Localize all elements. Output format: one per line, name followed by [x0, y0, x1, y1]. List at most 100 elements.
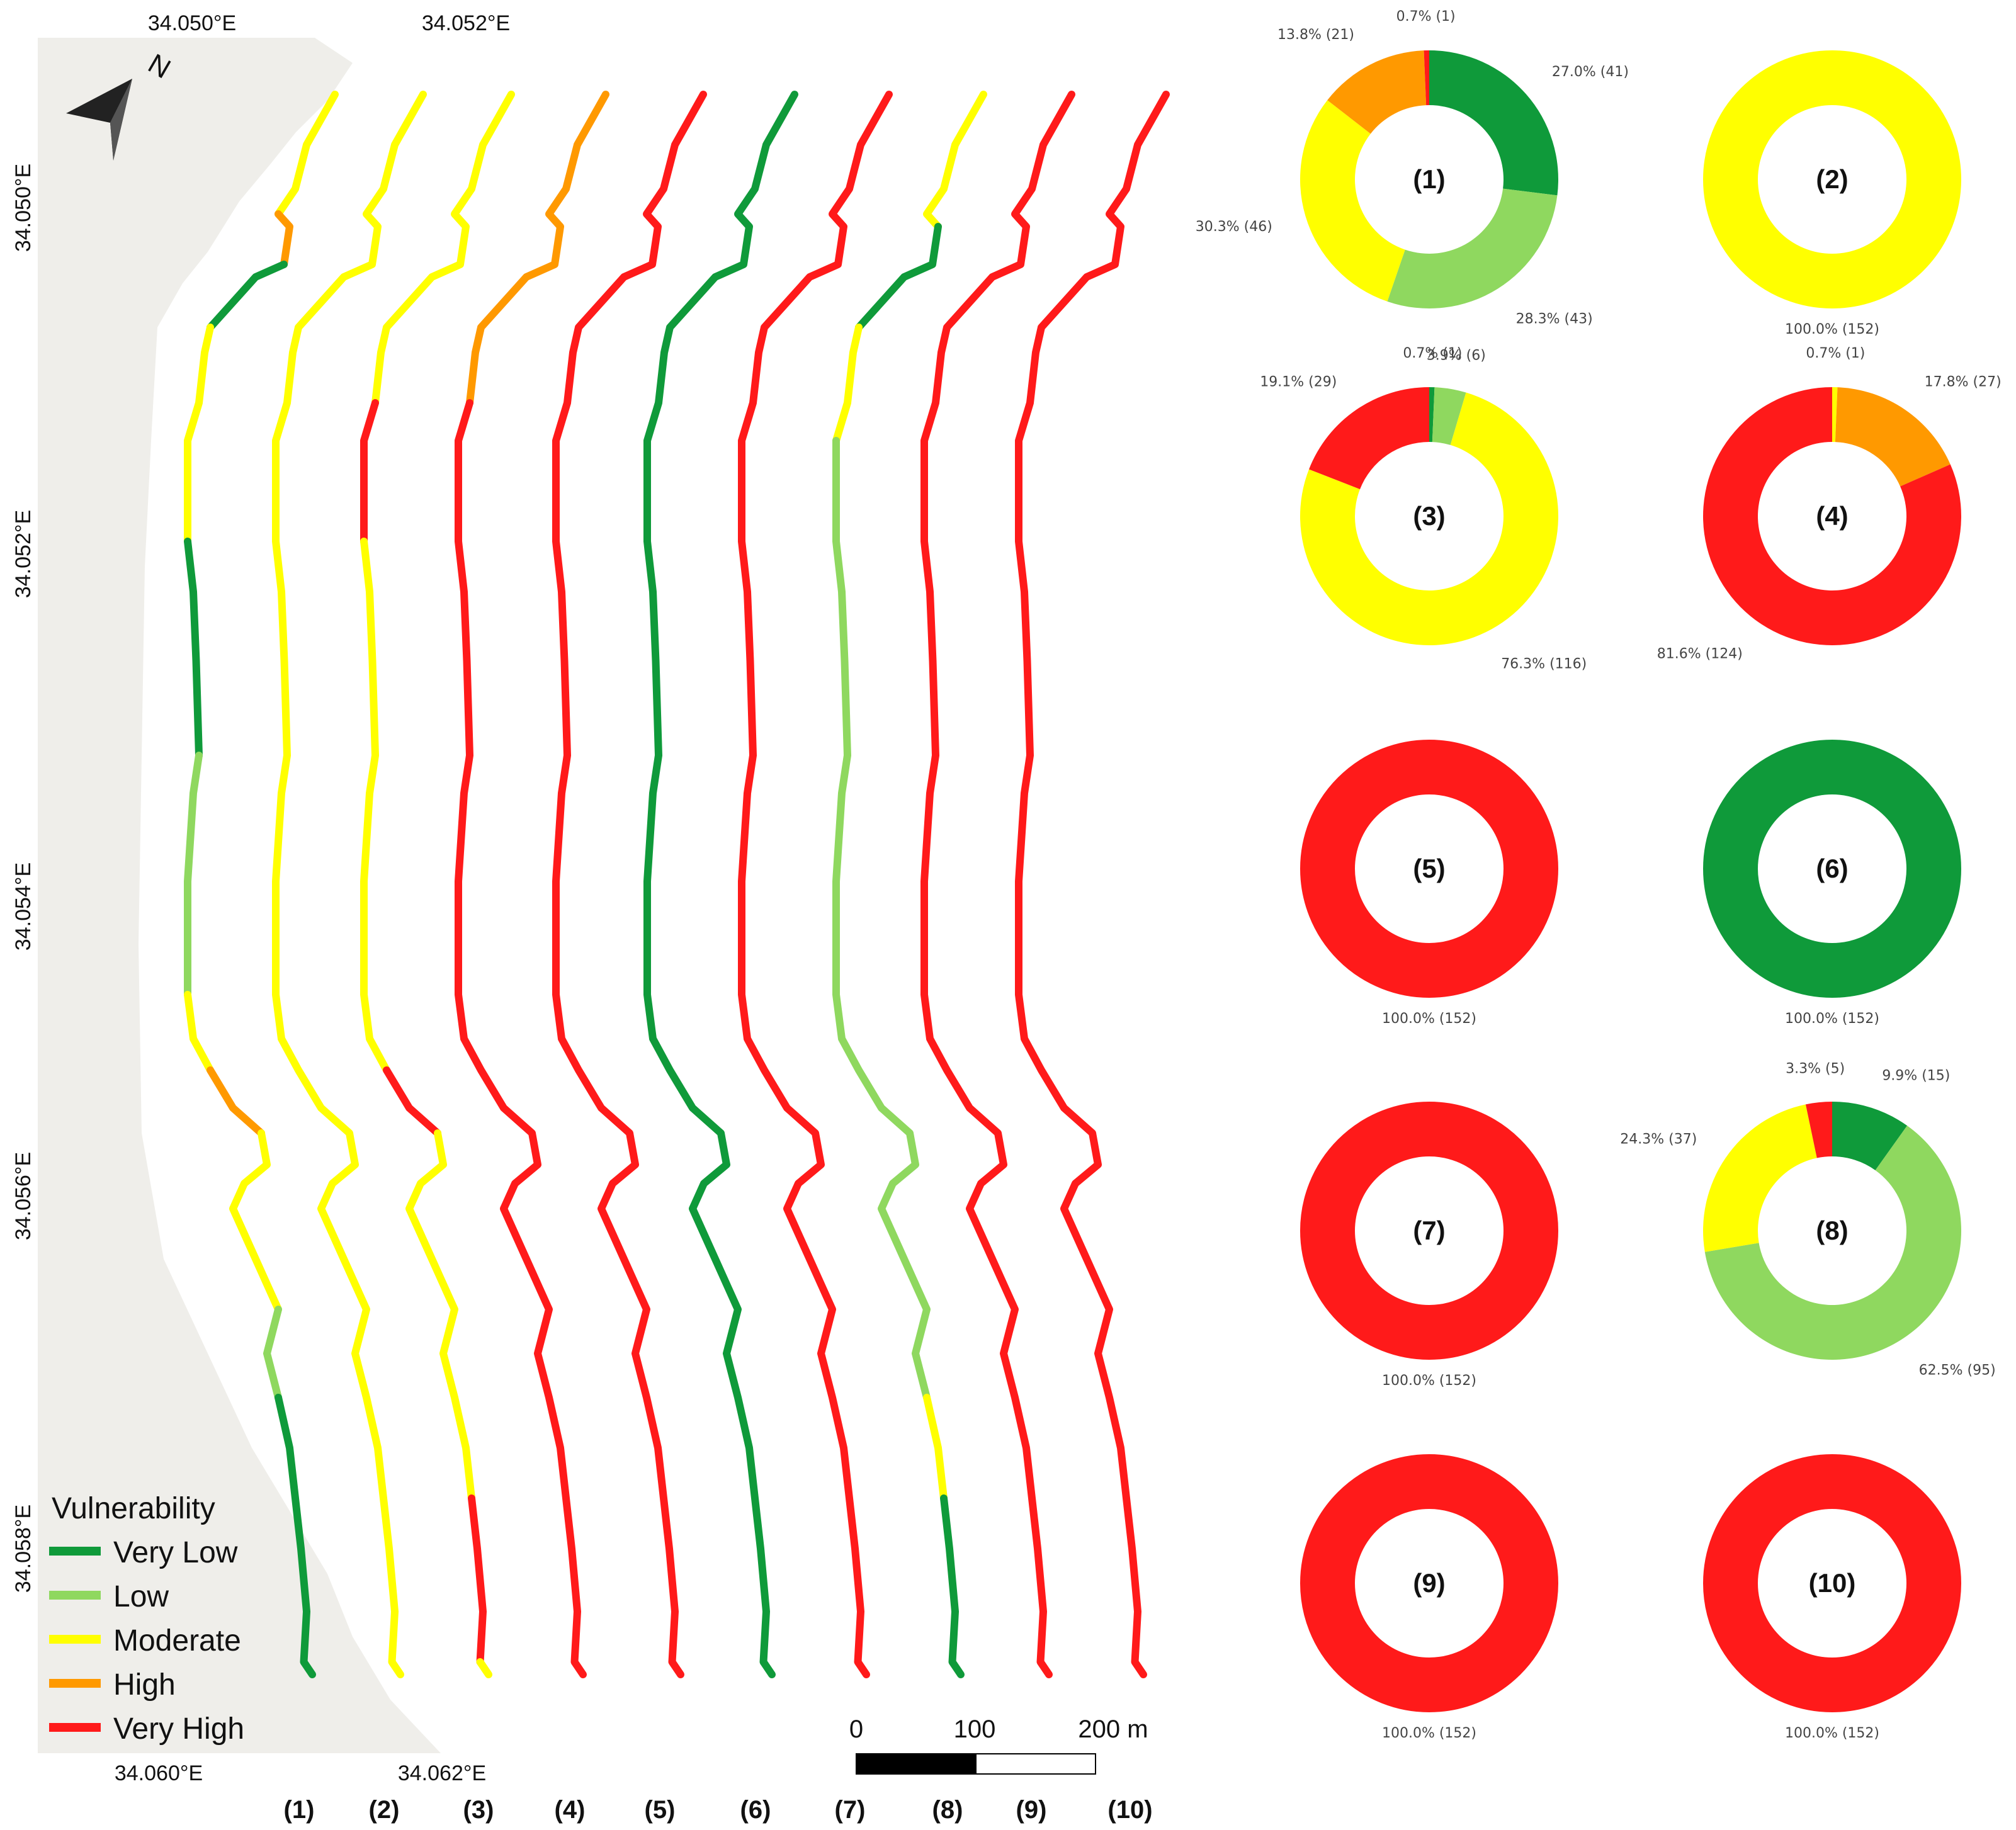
- donut-slice-label: 0.7% (1): [1396, 9, 1456, 25]
- shoreline-1-segment: [275, 91, 339, 218]
- shoreline-1-segment: [184, 538, 203, 759]
- shoreline-2-segment: [272, 91, 427, 1678]
- svg-text:Low: Low: [113, 1580, 169, 1613]
- donut-slice: [1805, 1102, 1832, 1158]
- donut-chart-3: 0.7% (1)3.9% (6) 76.3% (116) 19.1% (29) (3): [1260, 346, 1587, 672]
- donut-slice: [1704, 1126, 1961, 1360]
- line-label-8: (8): [932, 1796, 963, 1824]
- legend-title: Vulnerability: [52, 1492, 215, 1525]
- line-label-2: (2): [369, 1796, 400, 1824]
- donut-chart-8: 9.9% (15) 62.5% (95) 24.3% (37) 3.3% (5) (8): [1620, 1061, 1995, 1378]
- donut-slice-label: 76.3% (116): [1501, 657, 1587, 672]
- svg-text:Very High: Very High: [113, 1712, 244, 1746]
- donut-slice: [1702, 1104, 1817, 1252]
- donut-slice-label: 81.6% (124): [1657, 647, 1743, 662]
- donut-chart-10: 100.0% (152) (10): [1703, 1454, 1961, 1741]
- shoreline-7-segment: [738, 91, 893, 1678]
- donut-slice: [1703, 387, 1962, 645]
- donut-chart-7: 100.0% (152) (7): [1300, 1102, 1558, 1389]
- donut-charts: 27.0% (41) 28.3% (43) 30.3% (46) 13.8% (21)…: [1196, 9, 2002, 1741]
- donut-slice: [1835, 387, 1951, 487]
- shoreline-3-segment: [360, 399, 379, 545]
- shoreline-1-segment: [207, 1066, 265, 1137]
- line-label-4: (4): [555, 1796, 586, 1824]
- svg-text:High: High: [113, 1668, 176, 1702]
- line-label-3: (3): [463, 1796, 494, 1824]
- donut-slice-label: 9.9% (15): [1882, 1068, 1950, 1083]
- land-area: [38, 38, 441, 1753]
- shoreline-6-segment: [643, 91, 798, 1678]
- donut-slice-label: 24.3% (37): [1620, 1131, 1697, 1147]
- scale-label-0: 0: [849, 1715, 863, 1743]
- donut-title: (2): [1816, 164, 1848, 194]
- donut-chart-4: 0.7% (1) 17.8% (27) 81.6% (124) (4): [1657, 346, 2002, 662]
- left-tick-2: 34.052°E: [11, 510, 35, 598]
- line-label-5: (5): [645, 1796, 676, 1824]
- shoreline-1-segment: [275, 210, 293, 268]
- donut-slice-label: 100.0% (152): [1785, 1726, 1879, 1741]
- line-labels: (1) (2) (3) (4) (5) (6) (7) (8) (9) (10): [284, 1796, 1153, 1824]
- donut-slice: [1309, 387, 1429, 490]
- donut-slice-label: 100.0% (152): [1785, 322, 1879, 337]
- shoreline-1-segment: [184, 324, 214, 545]
- shoreline-8-segment: [832, 437, 931, 1401]
- donut-slice-label: 19.1% (29): [1260, 374, 1337, 390]
- donut-slice: [1832, 1102, 1908, 1170]
- legend-item-very-low: Very Low: [49, 1536, 238, 1569]
- svg-text:Moderate: Moderate: [113, 1624, 241, 1658]
- shoreline-3-segment: [360, 538, 390, 1074]
- donut-slice: [1300, 1102, 1558, 1360]
- donut-slice: [1300, 392, 1559, 645]
- shoreline-10-segment: [1015, 91, 1170, 1678]
- shoreline-3-segment: [405, 1129, 475, 1502]
- donut-title: (6): [1816, 854, 1848, 883]
- north-arrow-icon: N: [66, 48, 176, 161]
- shoreline-4-segment: [455, 399, 587, 1678]
- donut-slice-label: 30.3% (46): [1196, 219, 1272, 235]
- donut-slice-label: 3.9% (6): [1427, 348, 1486, 364]
- donut-slice: [1300, 1454, 1558, 1712]
- donut-slice: [1424, 50, 1429, 106]
- scale-label-100: 100: [954, 1715, 996, 1743]
- donut-title: (7): [1413, 1216, 1445, 1245]
- line-label-7: (7): [835, 1796, 866, 1824]
- shoreline-8-segment: [855, 223, 942, 331]
- shoreline-1-segment: [207, 261, 288, 331]
- shoreline-3-segment: [383, 1066, 441, 1137]
- top-tick-1: 34.050°E: [148, 11, 236, 35]
- donut-slice-label: 100.0% (152): [1785, 1011, 1879, 1027]
- shoreline-1-segment: [263, 1306, 282, 1401]
- bottom-tick-2: 34.062°E: [398, 1761, 486, 1785]
- shoreline-3-segment: [371, 91, 515, 407]
- line-label-9: (9): [1016, 1796, 1047, 1824]
- left-tick-3: 34.054°E: [11, 862, 35, 951]
- legend-item-moderate: Moderate: [49, 1624, 241, 1658]
- donut-title: (5): [1413, 854, 1445, 883]
- donut-chart-2: 100.0% (152) (2): [1703, 50, 1961, 337]
- donut-slice-label: 13.8% (21): [1277, 27, 1354, 43]
- donut-slice: [1703, 1454, 1961, 1712]
- donut-slice: [1432, 387, 1466, 445]
- left-tick-5: 34.058°E: [11, 1505, 35, 1593]
- donut-slice: [1300, 100, 1405, 302]
- donut-slice-label: 100.0% (152): [1382, 1726, 1476, 1741]
- donut-slice: [1327, 50, 1427, 134]
- donut-title: (9): [1413, 1568, 1445, 1598]
- svg-text:Very Low: Very Low: [113, 1536, 238, 1569]
- donut-slice: [1387, 188, 1558, 309]
- shoreline-lines: [184, 91, 1170, 1678]
- donut-slice: [1832, 387, 1838, 443]
- donut-title: (10): [1809, 1568, 1856, 1598]
- donut-slice: [1300, 740, 1558, 998]
- top-tick-2: 34.052°E: [422, 11, 510, 35]
- donut-title: (4): [1816, 501, 1848, 531]
- shoreline-1-segment: [229, 1129, 282, 1313]
- legend-item-very-high: Very High: [49, 1712, 244, 1746]
- donut-chart-9: 100.0% (152) (9): [1300, 1454, 1558, 1741]
- shoreline-8-segment: [923, 91, 987, 230]
- shoreline-1-segment: [184, 991, 214, 1074]
- donut-chart-5: 100.0% (152) (5): [1300, 740, 1558, 1027]
- shoreline-8-segment: [940, 1494, 965, 1678]
- shoreline-5-segment: [552, 91, 707, 1678]
